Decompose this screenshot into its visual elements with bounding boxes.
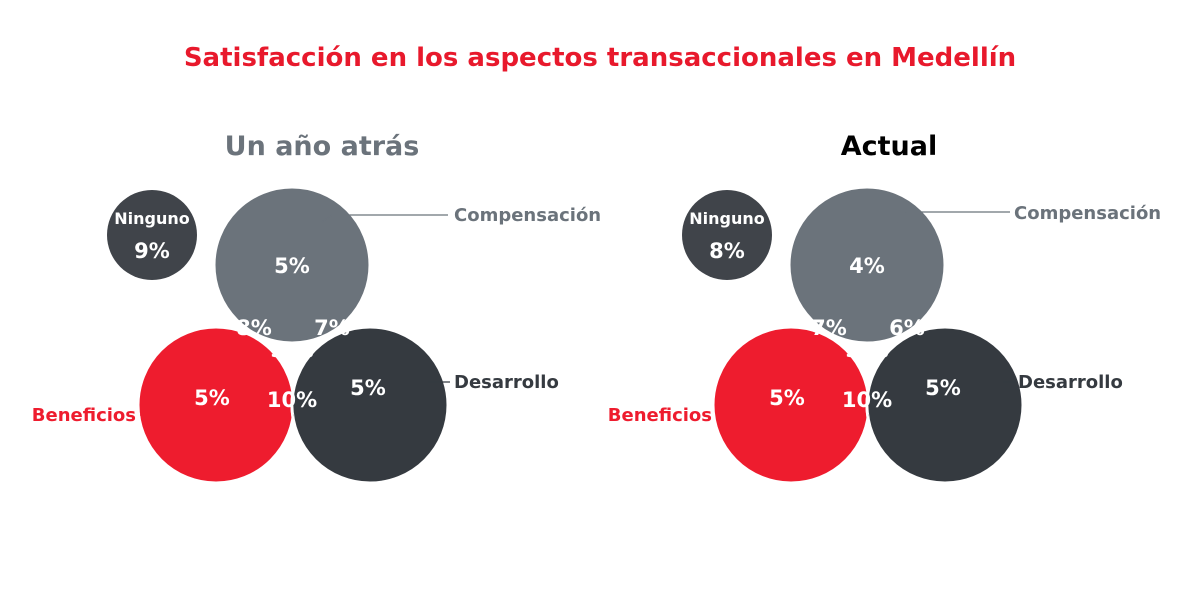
- compensacion-leader: [896, 211, 1010, 223]
- panel-title-current: Actual: [841, 131, 938, 162]
- ninguno-value: 8%: [709, 239, 745, 263]
- compensacion-label: Compensación: [454, 205, 601, 226]
- ninguno-bubble: Ninguno 9%: [107, 190, 197, 280]
- beneficios-label: Beneficios: [608, 405, 712, 426]
- compensacion-label: Compensación: [1014, 203, 1161, 224]
- beneficios-value: 5%: [769, 386, 805, 410]
- ninguno-circle: [682, 190, 772, 280]
- beneficios-label: Beneficios: [32, 405, 136, 426]
- all-value: 54%: [845, 341, 888, 362]
- comp-desa-value: 7%: [314, 316, 350, 340]
- venn-diagram-past: 5% 5% 5% 8% 7% 51% 10%: [136, 185, 450, 485]
- ninguno-bubble: Ninguno 8%: [682, 190, 772, 280]
- beneficios-value: 5%: [194, 386, 230, 410]
- chart-title: Satisfacción en los aspectos transaccion…: [184, 43, 1016, 73]
- ninguno-label: Ninguno: [114, 209, 190, 228]
- benef-desa-value: 10%: [267, 388, 317, 412]
- all-value: 51%: [270, 341, 313, 362]
- desarrollo-value: 5%: [925, 376, 961, 400]
- desarrollo-value: 5%: [350, 376, 386, 400]
- compensacion-value: 5%: [274, 254, 310, 278]
- comp-benef-value: 7%: [811, 316, 847, 340]
- compensacion-circle: [787, 185, 947, 345]
- overlap-benef-desa: [290, 327, 294, 483]
- comp-desa-value: 6%: [889, 316, 925, 340]
- ninguno-label: Ninguno: [689, 209, 765, 228]
- desarrollo-label: Desarrollo: [454, 372, 559, 393]
- ninguno-circle: [107, 190, 197, 280]
- comp-benef-value: 8%: [236, 316, 272, 340]
- compensacion-circle: [212, 185, 372, 345]
- panel-title-past: Un año atrás: [225, 131, 420, 162]
- overlap-benef-desa: [865, 327, 869, 483]
- desarrollo-label: Desarrollo: [1018, 372, 1123, 393]
- benef-desa-value: 10%: [842, 388, 892, 412]
- venn-diagram-current: 4% 5% 5% 7% 6% 54% 10%: [711, 185, 1025, 485]
- ninguno-value: 9%: [134, 239, 170, 263]
- compensacion-leader: [321, 214, 448, 223]
- compensacion-value: 4%: [849, 254, 885, 278]
